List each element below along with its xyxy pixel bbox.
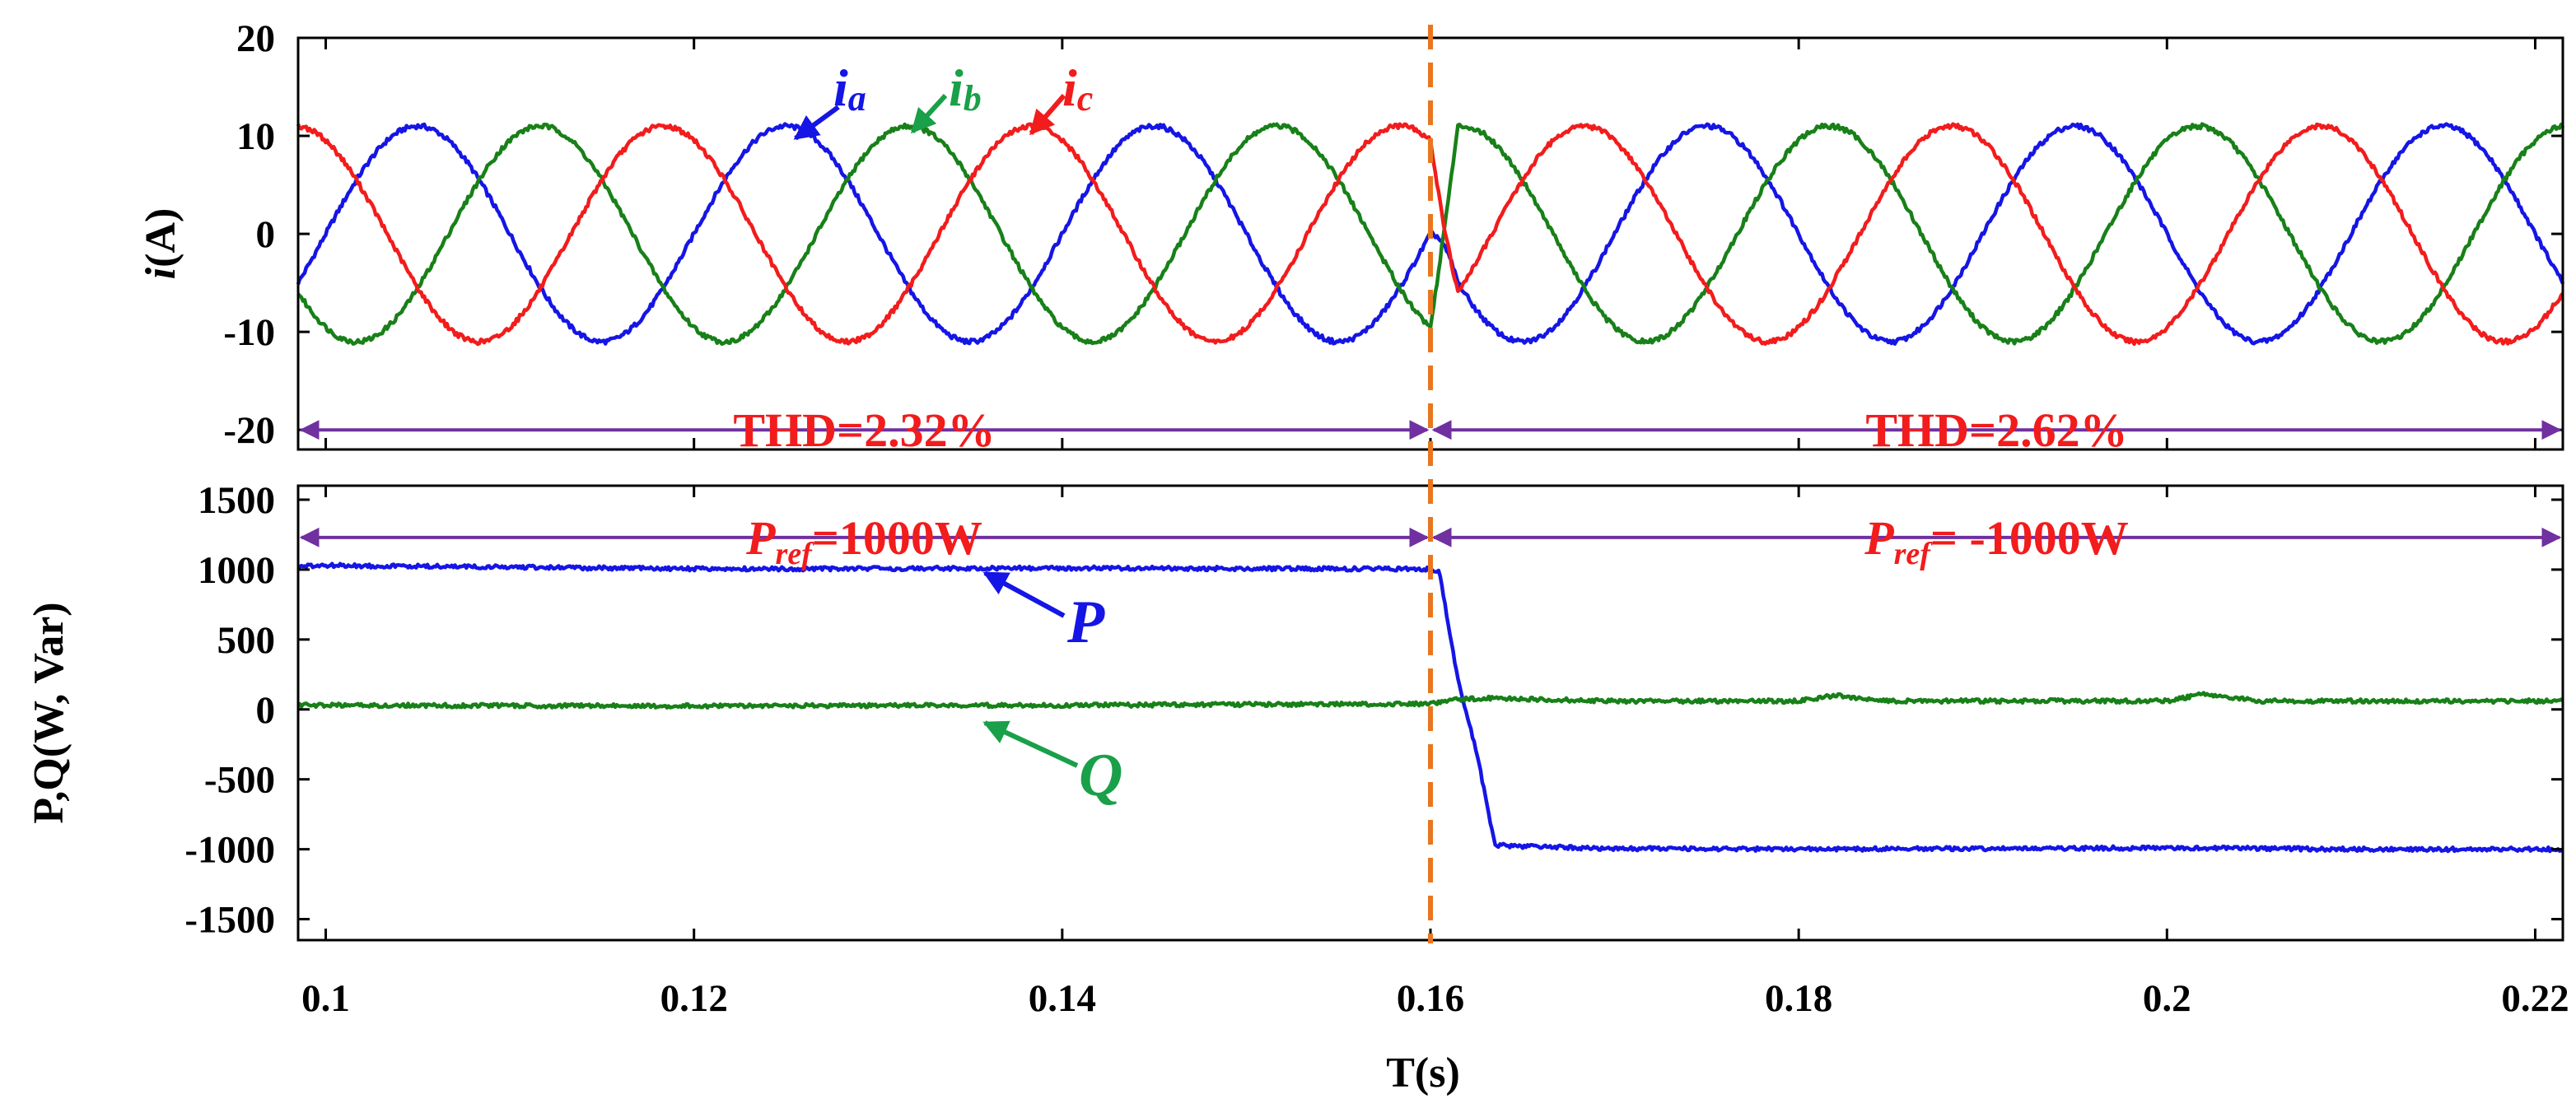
current-series-ib — [296, 122, 2565, 347]
power-series-Q — [297, 691, 2564, 710]
power-annotations: Pref=1000W Pref= -1000W — [299, 511, 2562, 571]
power-y-tick-label: -1000 — [184, 829, 275, 872]
current-y-tick-label: 0 — [256, 213, 276, 256]
series-label-ib-main: i — [949, 58, 964, 117]
series-pointer-ib — [910, 93, 948, 134]
x-tick-label: 0.14 — [1029, 977, 1096, 1020]
x-tick-label: 0.16 — [1397, 977, 1464, 1020]
pref-left-subscript: ref — [776, 537, 815, 571]
series-pointer-p — [982, 570, 1066, 618]
pref-left-label: Pref=1000W — [745, 511, 982, 571]
x-tick-label: 0.18 — [1765, 977, 1832, 1020]
series-label-ia-sub: a — [848, 78, 866, 119]
current-y-tick-label: -10 — [223, 311, 275, 354]
x-tick-label: 0.2 — [2143, 977, 2191, 1020]
pref-right-label: Pref= -1000W — [1864, 511, 2129, 571]
current-annotations: THD=2.32% THD=2.62% — [299, 403, 2562, 457]
series-label-q: Q — [1079, 742, 1122, 809]
x-axis: 0.1 0.12 0.14 0.16 0.18 0.2 0.22 — [301, 38, 2569, 1020]
x-tick-label: 0.12 — [660, 977, 728, 1020]
x-tick-label: 0.22 — [2501, 977, 2569, 1020]
series-label-ic-sub: c — [1077, 78, 1094, 119]
pref-left-symbol: P — [745, 511, 776, 565]
series-label-ia: ia — [833, 58, 866, 119]
power-y-axis-title: P,Q(W, Var) — [26, 602, 72, 823]
current-y-tick-label: -20 — [223, 409, 275, 452]
power-y-tick-label: -1500 — [184, 899, 275, 942]
current-y-axis-title-symbol: i — [138, 267, 184, 279]
series-pointer-ia — [793, 105, 840, 141]
series-label-ib: ib — [949, 58, 982, 119]
series-pointer-q — [982, 720, 1079, 768]
series-label-ic: ic — [1062, 58, 1093, 119]
current-y-axis: 20 10 0 -10 -20 — [223, 17, 2563, 452]
power-y-tick-label: 500 — [217, 619, 276, 662]
series-label-p: P — [1066, 589, 1105, 656]
power-y-tick-label: 1000 — [198, 549, 275, 592]
x-axis-title: T(s) — [1386, 1050, 1460, 1097]
current-y-tick-label: 10 — [236, 115, 275, 158]
power-y-tick-label: 0 — [256, 689, 276, 732]
power-y-axis: 1500 1000 500 0 -500 -1000 -1500 — [184, 479, 2563, 942]
current-y-tick-label: 20 — [236, 17, 275, 60]
series-label-ib-sub: b — [964, 78, 982, 119]
x-tick-label: 0.1 — [301, 977, 350, 1020]
pref-right-symbol: P — [1864, 511, 1894, 565]
power-panel: 1500 1000 500 0 -500 -1000 -1500 P,Q(W, Var) P… — [26, 479, 2564, 942]
pref-left-value: =1000W — [812, 511, 982, 565]
pref-right-value: = -1000W — [1930, 511, 2129, 565]
power-y-tick-label: -500 — [204, 759, 275, 802]
current-y-axis-title-unit: (A) — [138, 208, 184, 268]
thd-right-label: THD=2.62% — [1865, 403, 2127, 457]
series-label-ic-main: i — [1062, 58, 1077, 117]
current-y-axis-title: i(A) — [138, 208, 184, 280]
series-label-ia-main: i — [833, 58, 848, 117]
pref-right-subscript: ref — [1894, 537, 1934, 571]
power-y-tick-label: 1500 — [198, 479, 275, 522]
thd-left-label: THD=2.32% — [733, 403, 995, 457]
series-pointer-ic — [1029, 94, 1066, 136]
